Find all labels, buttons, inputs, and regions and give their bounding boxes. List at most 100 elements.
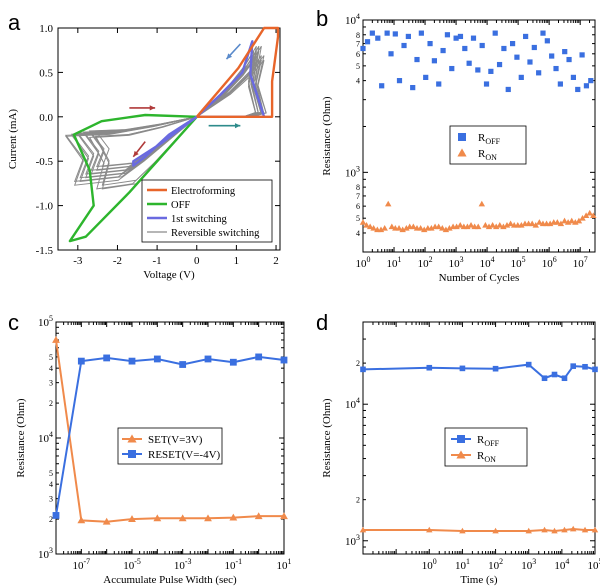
x-axis-label: Voltage (V) xyxy=(143,269,195,281)
data-point xyxy=(442,226,450,233)
data-point xyxy=(255,353,263,361)
series-r-off xyxy=(360,30,594,93)
x-tick-label: 10-5 xyxy=(123,557,141,572)
data-point xyxy=(488,68,494,74)
plot-frame xyxy=(362,19,596,253)
y-tick-label: -0.5 xyxy=(36,156,54,168)
series-r-off xyxy=(360,361,598,382)
x-axis-label: Time (s) xyxy=(460,574,498,586)
data-point xyxy=(439,224,446,231)
y-tick-label: 104 xyxy=(345,12,360,27)
data-point xyxy=(178,514,187,522)
y-tick-label: 103 xyxy=(38,546,53,561)
data-point xyxy=(489,221,496,228)
x-tick-label: 100 xyxy=(422,557,437,572)
x-tick-label: 104 xyxy=(480,255,495,270)
legend-label: OFF xyxy=(171,200,190,211)
direction-arrowhead xyxy=(149,105,156,111)
data-point xyxy=(410,84,416,91)
data-point xyxy=(360,366,366,373)
direction-arrowhead xyxy=(234,123,241,129)
data-point xyxy=(359,526,367,533)
series-reversible-loop xyxy=(88,45,262,168)
data-point xyxy=(446,224,453,231)
data-point xyxy=(77,516,86,524)
y-minor-label: 5 xyxy=(356,62,360,71)
data-point xyxy=(453,223,460,230)
data-point xyxy=(52,512,60,519)
data-point xyxy=(396,78,403,84)
data-point xyxy=(427,40,433,47)
data-point xyxy=(579,214,586,221)
data-point xyxy=(388,223,396,230)
y-minor-label: 5 xyxy=(49,469,53,478)
plot-frame xyxy=(57,27,281,251)
data-point xyxy=(551,371,558,378)
legend-label: ROFF xyxy=(477,434,500,448)
data-point xyxy=(128,515,136,523)
data-point xyxy=(485,223,493,230)
data-point xyxy=(426,526,433,533)
x-tick-label: 105 xyxy=(588,557,600,572)
y-tick-label: 103 xyxy=(345,533,360,548)
data-point xyxy=(553,65,559,72)
legend-label: 1st switching xyxy=(171,214,227,225)
chart-panel-a: a -3 -2 -1 0 1 2 -1.5 -1.0 -0.5 0.0 0.5 1.0 Voltage (… xyxy=(7,10,281,281)
data-point xyxy=(500,223,507,230)
data-point xyxy=(588,78,594,84)
x-tick-label: 10-1 xyxy=(225,557,243,572)
data-point xyxy=(582,212,590,219)
data-point xyxy=(507,220,514,227)
y-axis-label: Resistance (Ohm) xyxy=(321,398,333,477)
data-point xyxy=(540,30,546,36)
data-point xyxy=(366,223,374,230)
legend-marker xyxy=(128,450,136,458)
data-point xyxy=(591,526,599,533)
data-point xyxy=(482,221,489,228)
x-tick-label: 10-3 xyxy=(174,557,192,572)
data-point xyxy=(426,364,433,371)
data-point xyxy=(566,56,572,63)
data-point xyxy=(457,33,464,40)
data-point xyxy=(581,526,589,533)
data-point xyxy=(532,221,539,228)
chart-panel-c: c 10-7 10-5 10-3 10-1 101 103 104 105 2 3 4 5 2 3 4 5 Acc… xyxy=(8,310,292,586)
x-tick-label: 2 xyxy=(273,255,279,267)
y-minor-label: 7 xyxy=(356,40,360,49)
x-tick-label: 102 xyxy=(418,255,433,270)
data-point xyxy=(370,224,377,231)
data-point xyxy=(478,200,486,207)
x-tick-label: 101 xyxy=(455,557,470,572)
x-tick-label: 107 xyxy=(573,255,588,270)
data-point xyxy=(179,361,187,368)
y-tick-label: 105 xyxy=(38,314,53,329)
y-tick-label: 0.5 xyxy=(39,67,53,79)
data-point xyxy=(492,30,498,36)
x-tick-label: 106 xyxy=(542,255,557,270)
data-point xyxy=(395,224,403,231)
x-axis-label: Number of Cycles xyxy=(439,272,520,284)
y-minor-label: 6 xyxy=(356,202,360,211)
data-point xyxy=(204,514,212,522)
series-off xyxy=(68,113,198,243)
x-tick-label: 100 xyxy=(356,255,371,270)
data-point xyxy=(369,30,375,36)
data-point xyxy=(377,226,385,233)
data-point xyxy=(562,49,568,55)
legend-label: Electroforming xyxy=(171,186,236,197)
data-point xyxy=(582,363,588,370)
data-point xyxy=(525,361,532,368)
y-minor-label: 4 xyxy=(356,77,360,86)
legend-label: Reversible switching xyxy=(171,228,260,239)
y-minor-label: 4 xyxy=(49,480,53,489)
data-point xyxy=(583,83,590,89)
data-point xyxy=(575,86,581,93)
data-point xyxy=(536,70,542,76)
data-point xyxy=(568,217,575,224)
y-tick-label: -1.5 xyxy=(36,245,54,257)
data-point xyxy=(423,74,429,80)
direction-arrowhead xyxy=(226,53,233,60)
y-minor-label: 7 xyxy=(356,192,360,201)
data-point xyxy=(280,356,288,364)
